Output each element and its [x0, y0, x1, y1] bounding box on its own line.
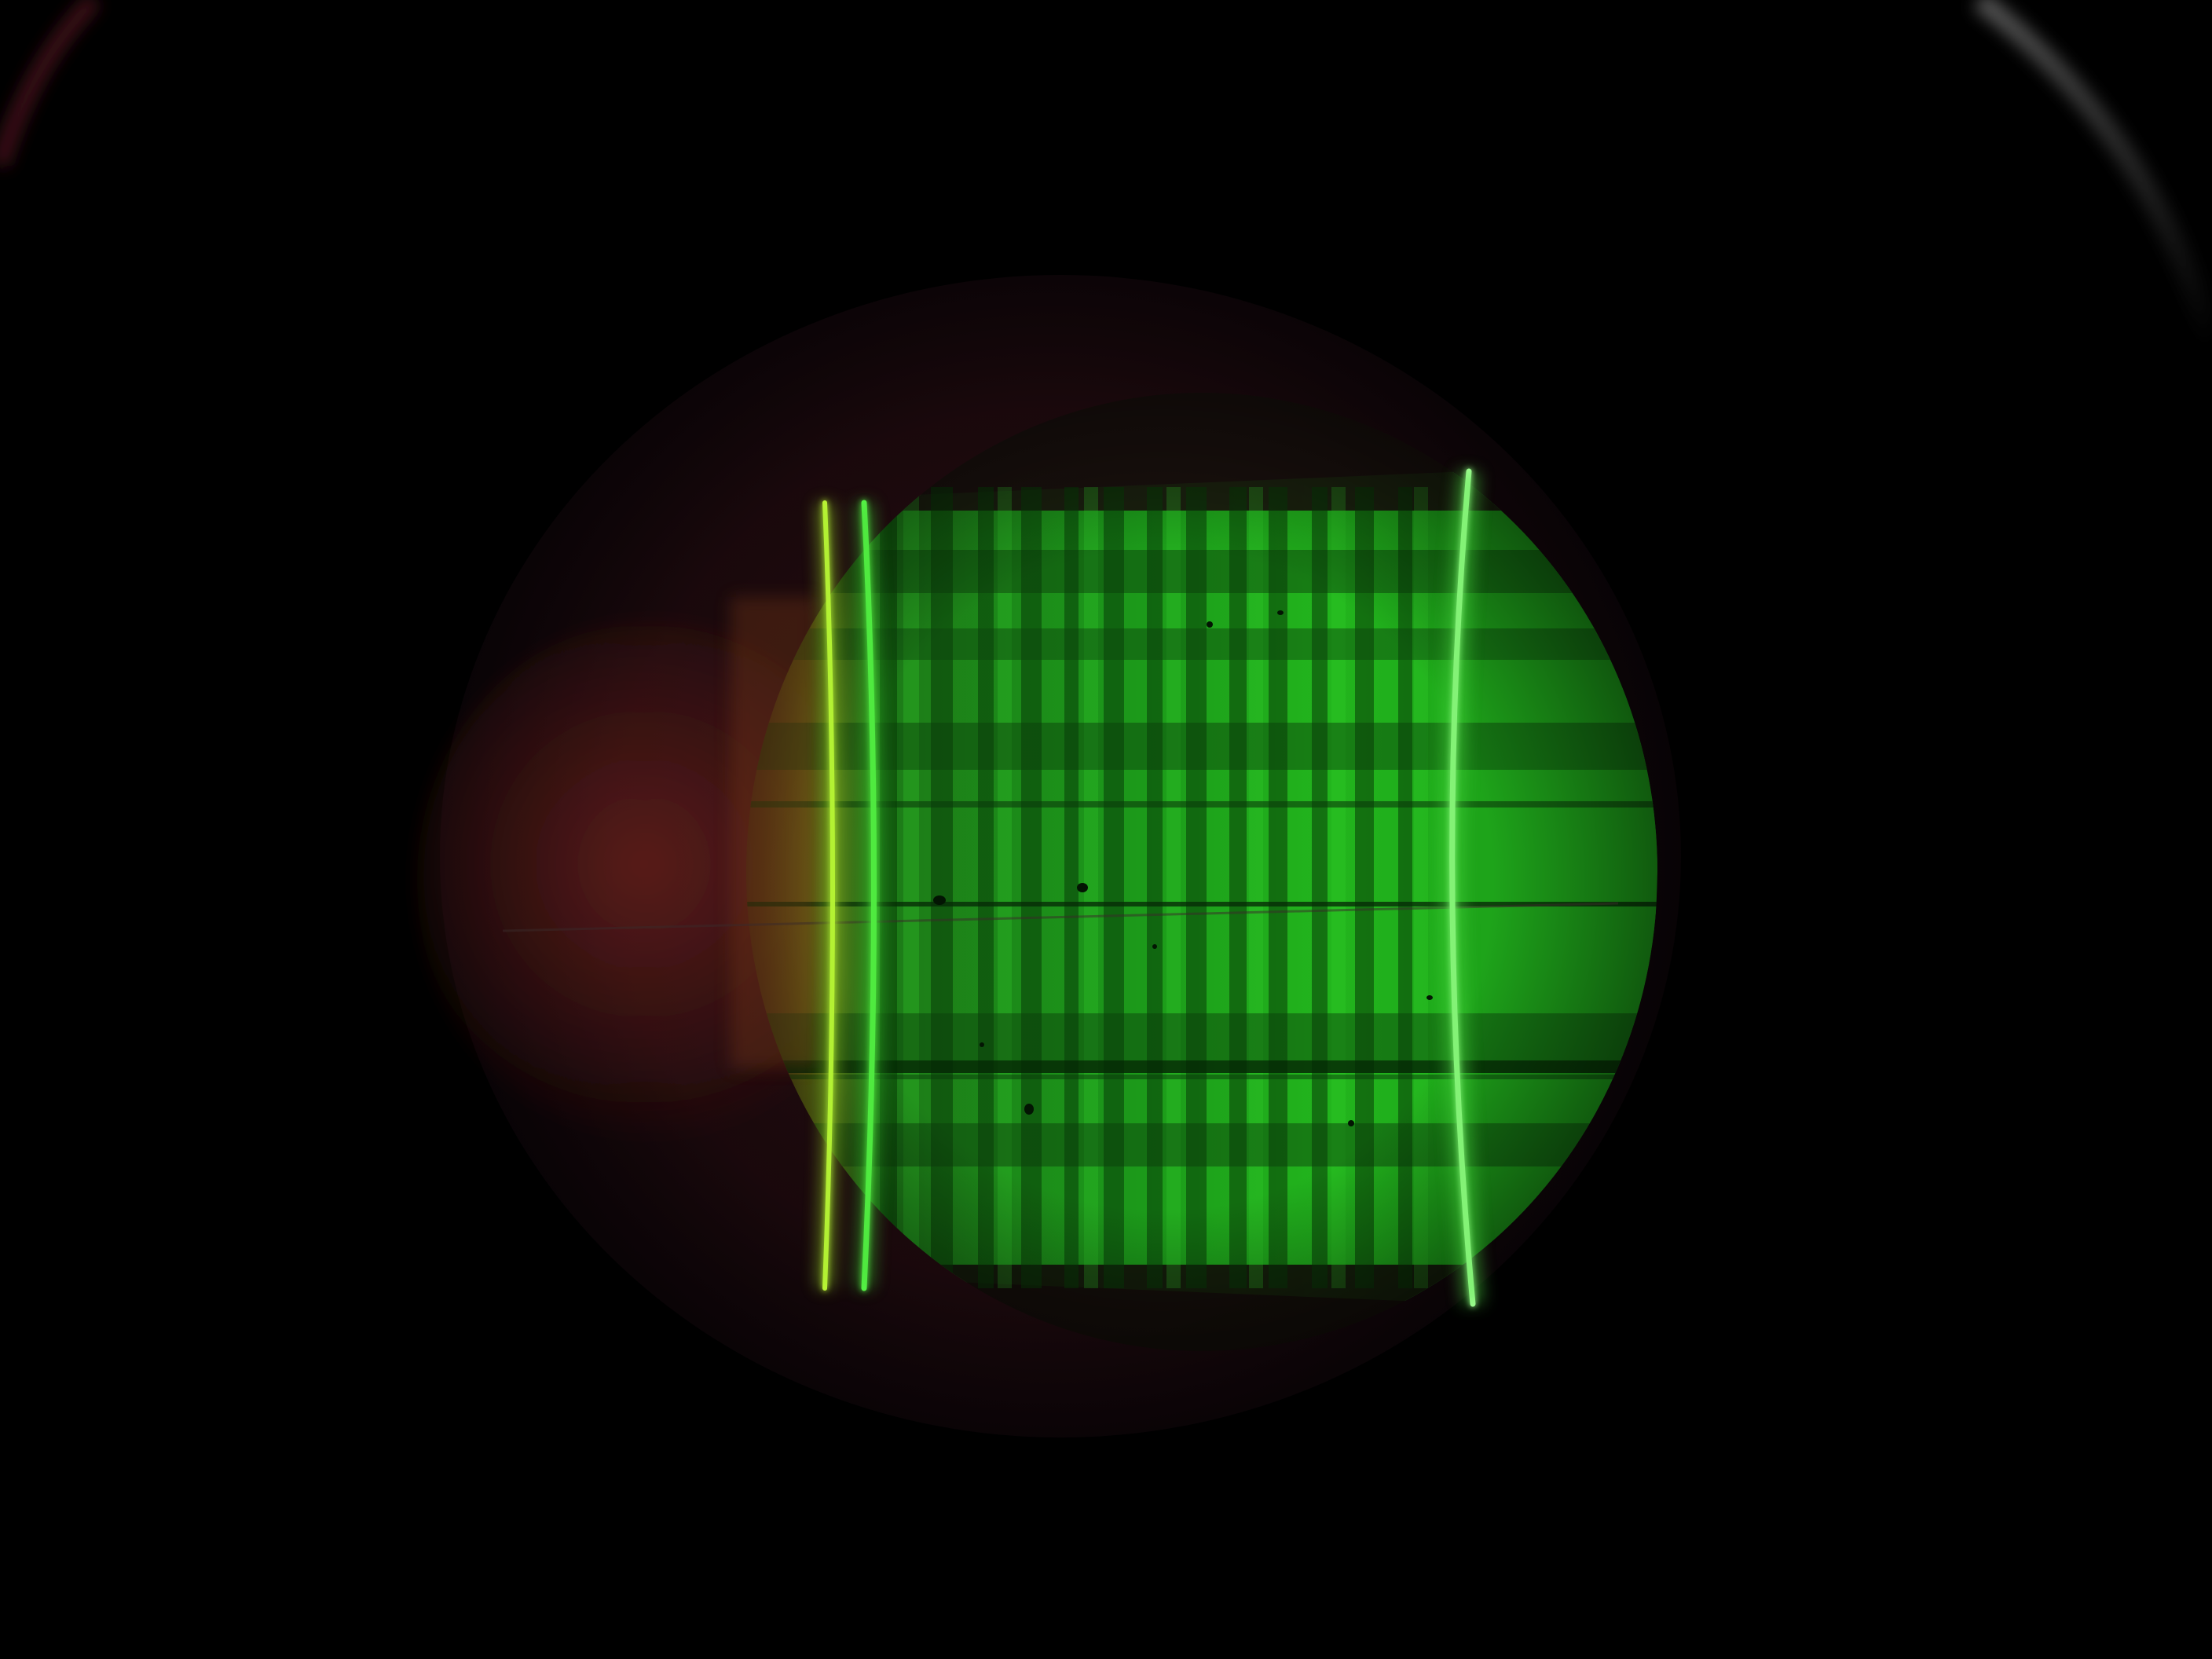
spectroscope-view	[0, 0, 2212, 1437]
eyepiece-photo	[0, 0, 2212, 1437]
